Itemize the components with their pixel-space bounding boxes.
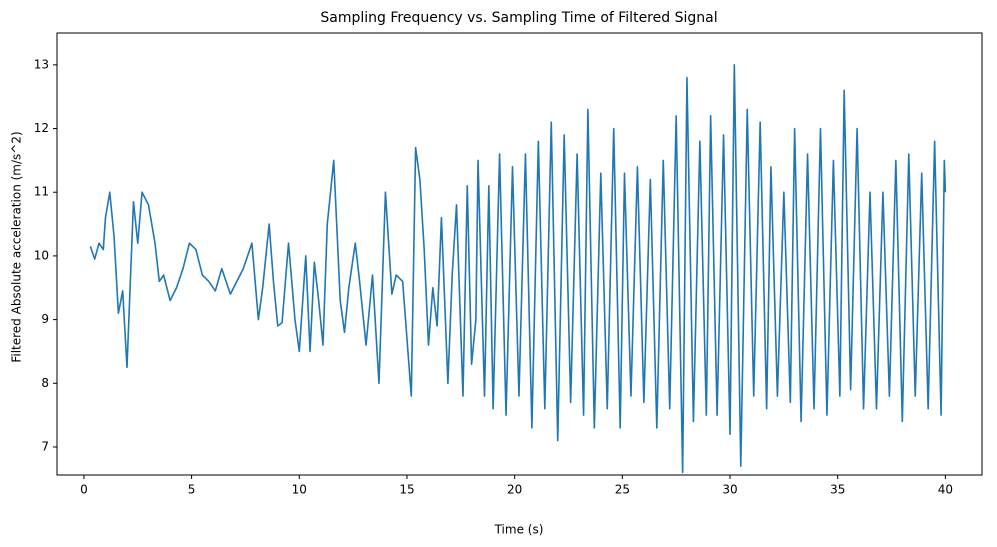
x-tick-label: 40	[938, 483, 953, 497]
x-tick-label: 10	[292, 483, 307, 497]
y-tick-label: 11	[34, 185, 49, 199]
x-tick-label: 35	[830, 483, 845, 497]
y-tick-label: 10	[34, 248, 49, 262]
x-tick-label: 0	[80, 483, 88, 497]
y-tick-label: 12	[34, 121, 49, 135]
line-series	[89, 64, 947, 474]
x-tick-label: 20	[507, 483, 522, 497]
x-axis-label: Time (s)	[494, 523, 544, 537]
chart-title: Sampling Frequency vs. Sampling Time of …	[320, 10, 717, 26]
x-tick-label: 30	[722, 483, 737, 497]
y-tick-label: 9	[41, 312, 49, 326]
x-tick-label: 5	[188, 483, 196, 497]
x-tick-label: 15	[399, 483, 414, 497]
y-tick-label: 7	[41, 439, 49, 453]
x-tick-label: 25	[615, 483, 630, 497]
y-tick-label: 8	[41, 376, 49, 390]
y-tick-label: 13	[34, 57, 49, 71]
y-axis-label: Filtered Absolute acceleration (m/s^2)	[10, 131, 24, 362]
plot-area: 0 5 10 15 20 25 30 35 40 7 8 9 10 11 12 13	[34, 57, 953, 496]
axes-frame	[56, 32, 983, 476]
